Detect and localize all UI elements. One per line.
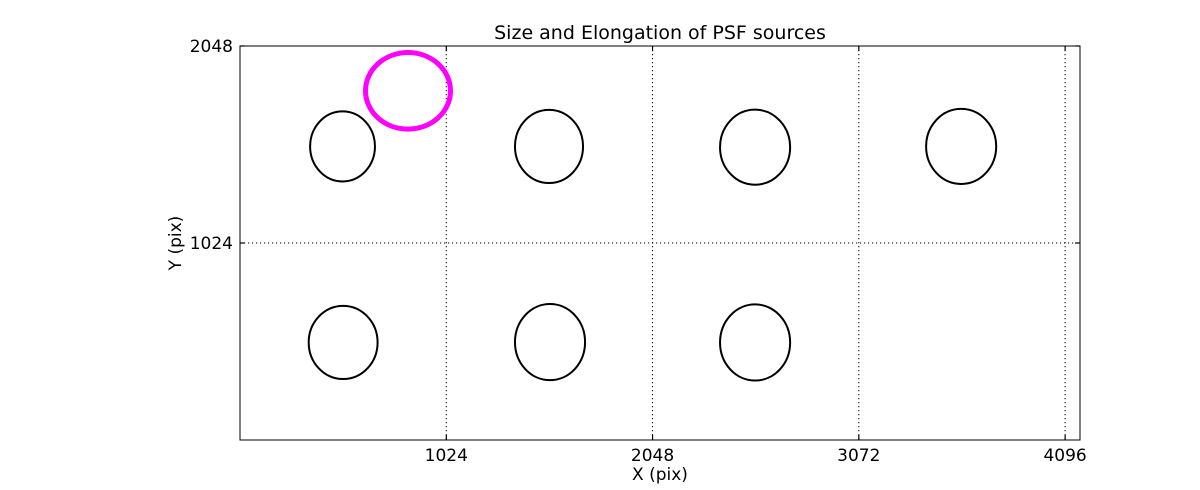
y-tick-label: 2048 [190, 37, 233, 57]
x-tick-label: 1024 [425, 446, 468, 466]
psf-ellipse [925, 107, 998, 185]
psf-ellipse [513, 108, 585, 184]
x-axis-label: X (pix) [632, 465, 688, 485]
tick-label-layer: 1024 2048 3072 4096 1024 2048 [190, 37, 1087, 466]
x-tick-label: 2048 [631, 446, 674, 466]
psf-ellipse [719, 108, 792, 186]
chart-title: Size and Elongation of PSF sources [494, 22, 826, 44]
psf-ellipse [309, 110, 376, 183]
x-tick-label: 4096 [1043, 446, 1086, 466]
y-axis-label: Y (pix) [166, 216, 186, 272]
psf-ellipse [307, 304, 379, 381]
tick-layer [240, 45, 1080, 440]
x-tick-label: 3072 [837, 446, 880, 466]
psf-ellipse [719, 303, 792, 382]
series-layer [307, 50, 998, 382]
y-tick-label: 1024 [190, 234, 233, 254]
flagged-psf-ellipse [362, 50, 454, 132]
psf-ellipse [513, 302, 587, 382]
